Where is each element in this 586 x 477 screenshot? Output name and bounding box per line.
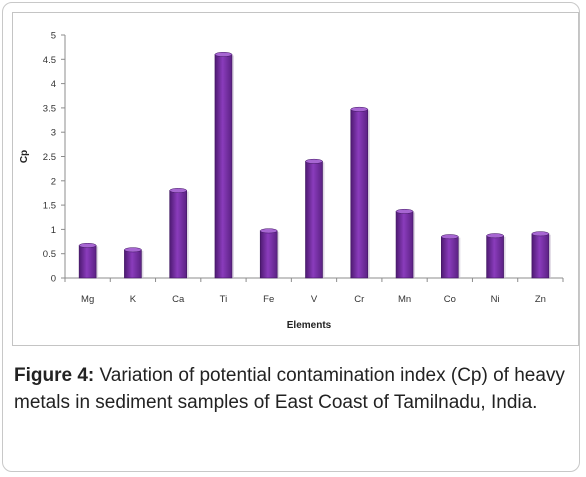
bar-Ti: [214, 54, 233, 279]
x-axis-title: Elements: [287, 320, 332, 331]
x-tick-label: Ni: [491, 294, 500, 305]
x-tick-label: V: [311, 294, 318, 305]
bar-cap: [214, 51, 233, 57]
bar-cap: [531, 231, 550, 237]
y-axis-title: Cp: [19, 150, 30, 163]
bar-cap: [124, 247, 142, 253]
x-tick-label: Ti: [220, 294, 228, 305]
caption-text: Variation of potential contamination ind…: [14, 365, 565, 413]
bar-cap: [259, 228, 278, 234]
chart-bars: [78, 51, 551, 279]
y-tick-label: 3: [51, 128, 56, 139]
x-tick-label: Mg: [81, 294, 94, 305]
x-tick-label: Zn: [535, 294, 546, 305]
y-tick-label: 0.5: [43, 249, 56, 260]
bar-Ca: [169, 190, 187, 279]
y-tick-label: 1: [51, 225, 56, 236]
bar-cap: [350, 106, 369, 112]
x-tick-label: Cr: [354, 294, 364, 305]
bar-K: [124, 249, 142, 279]
y-tick-label: 4: [51, 79, 56, 90]
x-tick-label: Co: [444, 294, 456, 305]
chart-panel: [12, 12, 579, 346]
x-tick-label: Fe: [263, 294, 274, 305]
x-tick-label: Ca: [172, 294, 185, 305]
x-tick-label: Mn: [398, 294, 411, 305]
y-tick-labels: 0 0.5 1 1.5 2 2.5 3 3.5 4 4.5 5: [43, 31, 65, 285]
y-tick-label: 2.5: [43, 152, 56, 163]
bar-Mn: [395, 211, 414, 279]
bar-cap: [395, 208, 414, 214]
y-tick-label: 4.5: [43, 55, 56, 66]
y-tick-label: 0: [51, 274, 56, 285]
bar-Fe: [259, 230, 278, 279]
bar-Ni: [486, 235, 504, 279]
bar-V: [305, 161, 323, 279]
bar-Co: [441, 236, 459, 279]
bar-cap: [486, 233, 504, 239]
bar-cap: [441, 234, 459, 240]
bar-cap: [78, 242, 97, 248]
figure-frame: [2, 2, 580, 472]
bar-chart: Mg K Ca Ti Fe V Cr Mn Co Ni Zn 0 0.5 1 1.5 2 2.5 3 3.5 4 4.…: [19, 31, 564, 331]
x-tick-labels: Mg K Ca Ti Fe V Cr Mn Co Ni Zn: [64, 278, 564, 305]
bar-Mg: [78, 245, 97, 279]
bar-Cr: [350, 109, 369, 279]
x-tick-label: K: [130, 294, 137, 305]
y-tick-label: 1.5: [43, 201, 56, 212]
y-tick-label: 2: [51, 176, 56, 187]
bar-cap: [169, 188, 187, 193]
y-tick-label: 5: [51, 31, 56, 42]
figure-caption: Figure 4: Variation of potential contami…: [14, 362, 574, 416]
bar-cap: [305, 158, 323, 164]
bar-Zn: [531, 233, 550, 279]
y-tick-label: 3.5: [43, 103, 56, 114]
caption-label: Figure 4:: [14, 365, 95, 386]
